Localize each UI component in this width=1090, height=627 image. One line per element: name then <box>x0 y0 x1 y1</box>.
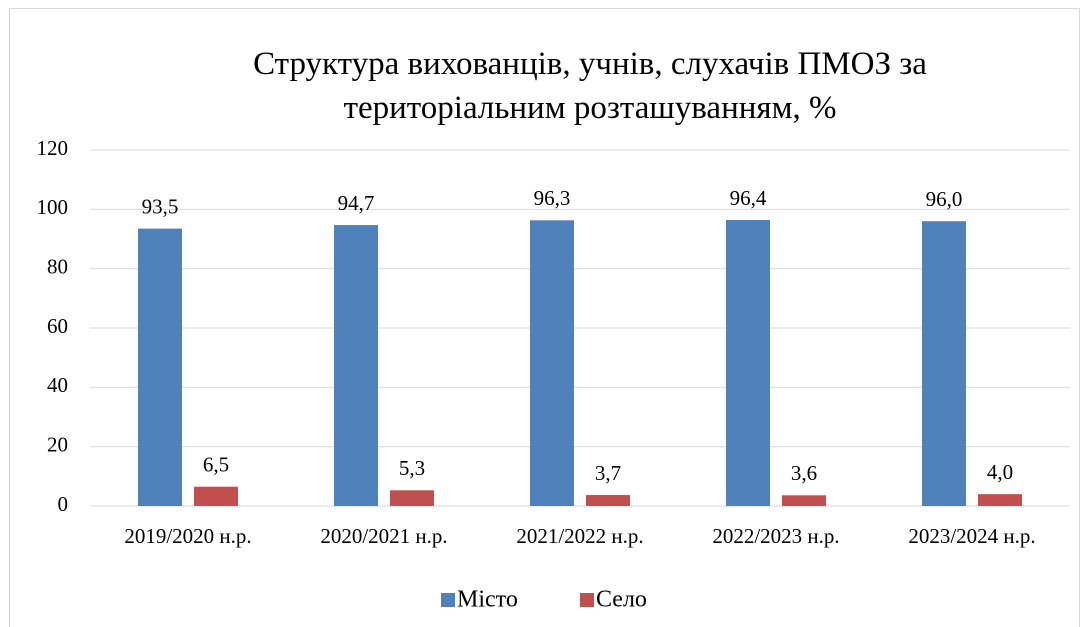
y-tick-label: 80 <box>47 254 68 278</box>
data-label: 3,7 <box>595 461 621 485</box>
legend-label: Місто <box>457 587 518 613</box>
bar <box>586 495 630 506</box>
y-tick-label: 120 <box>37 136 69 160</box>
data-label: 96,3 <box>534 186 571 210</box>
x-tick-label: 2020/2021 н.р. <box>320 524 447 548</box>
y-tick-label: 20 <box>47 432 68 456</box>
chart-title: Структура вихованців, учнів, слухачів ПМ… <box>253 46 927 126</box>
y-tick-label: 40 <box>47 373 68 397</box>
data-label: 96,0 <box>926 187 963 211</box>
data-label: 94,7 <box>338 191 375 215</box>
bar <box>194 486 238 506</box>
data-label: 5,3 <box>399 456 425 480</box>
data-label: 93,5 <box>142 194 179 218</box>
legend-swatch <box>580 593 594 607</box>
y-tick-label: 60 <box>47 314 68 338</box>
legend-swatch <box>441 593 455 607</box>
bar <box>334 225 378 506</box>
x-tick-label: 2019/2020 н.р. <box>124 524 251 548</box>
x-tick-label: 2022/2023 н.р. <box>712 524 839 548</box>
data-label: 4,0 <box>987 460 1013 484</box>
bar <box>978 494 1022 506</box>
bar <box>922 221 966 506</box>
bar <box>530 220 574 506</box>
x-tick-label: 2023/2024 н.р. <box>908 524 1035 548</box>
bar <box>726 220 770 506</box>
chart-frame <box>9 8 1080 627</box>
y-tick-label: 100 <box>37 195 69 219</box>
bar <box>138 228 182 506</box>
data-label: 96,4 <box>730 186 767 210</box>
legend-label: Село <box>596 587 647 613</box>
bar <box>782 495 826 506</box>
data-label: 6,5 <box>203 453 229 477</box>
data-label: 3,6 <box>791 461 817 485</box>
x-tick-label: 2021/2022 н.р. <box>516 524 643 548</box>
bar <box>390 490 434 506</box>
y-tick-label: 0 <box>58 492 69 516</box>
